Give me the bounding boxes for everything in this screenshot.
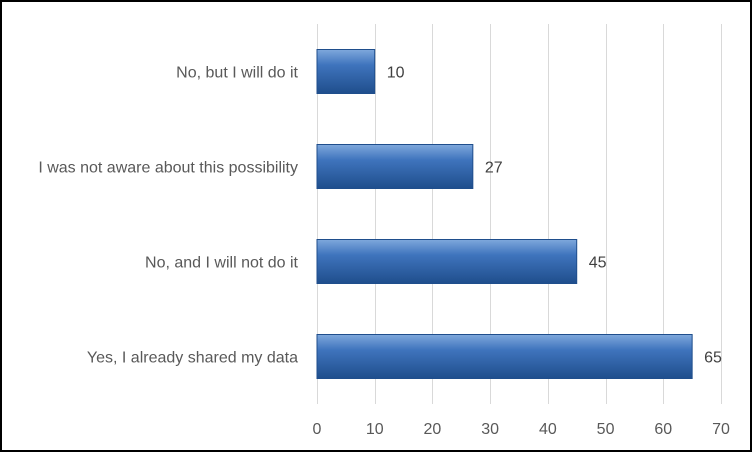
grid (317, 24, 722, 404)
data-labels: 10 27 45 65 (387, 65, 722, 367)
data-label: 45 (589, 255, 607, 272)
x-tick-label: 50 (597, 421, 615, 438)
category-label: No, but I will do it (176, 65, 298, 82)
x-tick-label: 10 (366, 421, 384, 438)
category-labels: No, but I will do it I was not aware abou… (38, 65, 298, 367)
x-tick-label: 30 (481, 421, 499, 438)
bars (316, 49, 693, 379)
bar (316, 334, 693, 379)
bar (316, 144, 474, 189)
category-label: I was not aware about this possibility (38, 160, 298, 177)
data-label: 65 (704, 350, 722, 367)
x-tick-label: 60 (654, 421, 672, 438)
x-tick-label: 40 (539, 421, 557, 438)
category-label: No, and I will not do it (145, 255, 299, 272)
data-label: 27 (485, 160, 503, 177)
category-label: Yes, I already shared my data (87, 350, 298, 367)
bar (316, 239, 578, 284)
x-axis-tick-labels: 0 10 20 30 40 50 60 70 (313, 421, 730, 438)
x-tick-label: 70 (712, 421, 730, 438)
x-tick-label: 0 (313, 421, 322, 438)
data-label: 10 (387, 65, 405, 82)
bar (316, 49, 376, 94)
x-tick-label: 20 (424, 421, 442, 438)
